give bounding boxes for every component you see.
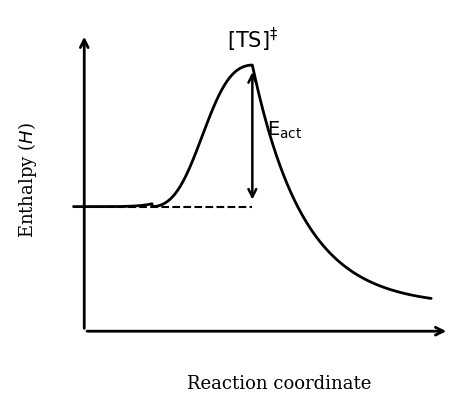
Text: Reaction coordinate: Reaction coordinate <box>187 375 371 393</box>
Text: $\mathrm{[TS]^{\ddagger}}$: $\mathrm{[TS]^{\ddagger}}$ <box>227 26 278 54</box>
Text: $\mathrm{E_{act}}$: $\mathrm{E_{act}}$ <box>267 120 302 141</box>
Text: Enthalpy ($\mathit{H}$): Enthalpy ($\mathit{H}$) <box>16 122 38 237</box>
